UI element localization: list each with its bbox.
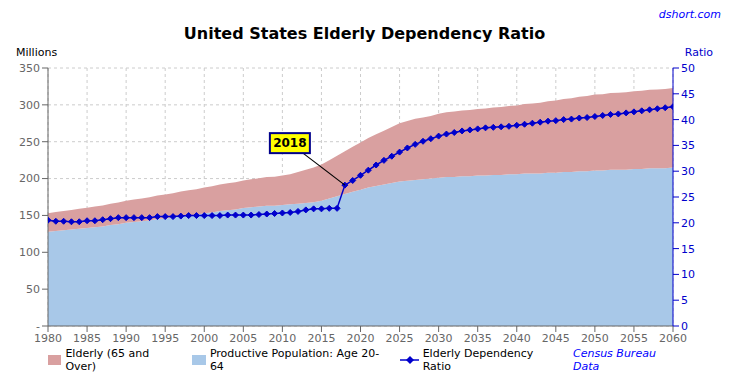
svg-text:1990: 1990 bbox=[112, 332, 140, 345]
html-text:Millions: Millions bbox=[16, 46, 58, 59]
svg-text:200: 200 bbox=[19, 172, 40, 185]
svg-text:2010: 2010 bbox=[268, 332, 296, 345]
svg-text:2055: 2055 bbox=[620, 332, 648, 345]
svg-text:2018: 2018 bbox=[273, 136, 306, 150]
svg-text:10: 10 bbox=[681, 268, 695, 281]
svg-text:250: 250 bbox=[19, 136, 40, 149]
svg-text:300: 300 bbox=[19, 99, 40, 112]
svg-text:0: 0 bbox=[681, 320, 688, 333]
svg-text:350: 350 bbox=[19, 62, 40, 75]
svg-text:40: 40 bbox=[681, 114, 695, 127]
svg-text:50: 50 bbox=[681, 62, 695, 75]
svg-text:50: 50 bbox=[26, 283, 40, 296]
svg-text:2015: 2015 bbox=[307, 332, 335, 345]
svg-text:150: 150 bbox=[19, 209, 40, 222]
svg-text:1980: 1980 bbox=[34, 332, 62, 345]
html-text:Productive Population: Age 20-: Productive Population: Age 20-64 bbox=[209, 347, 380, 373]
svg-text:1985: 1985 bbox=[73, 332, 101, 345]
html-text:Census Bureau Data: Census Bureau Data bbox=[573, 347, 656, 373]
html-text:Elderly Dependency Ratio: Elderly Dependency Ratio bbox=[422, 347, 534, 373]
svg-text:2020: 2020 bbox=[347, 332, 375, 345]
svg-text:30: 30 bbox=[681, 165, 695, 178]
html-text:Elderly (65 and Over): Elderly (65 and Over) bbox=[65, 347, 150, 373]
html-text:United States Elderly Dependen: United States Elderly Dependency Ratio bbox=[183, 24, 546, 43]
svg-text:1995: 1995 bbox=[151, 332, 179, 345]
svg-text:2000: 2000 bbox=[190, 332, 218, 345]
svg-text:5: 5 bbox=[681, 294, 688, 307]
svg-text:2035: 2035 bbox=[464, 332, 492, 345]
html-text:Ratio: Ratio bbox=[684, 46, 713, 59]
svg-text:-: - bbox=[36, 320, 40, 333]
svg-text:20: 20 bbox=[681, 217, 695, 230]
svg-text:2030: 2030 bbox=[425, 332, 453, 345]
svg-text:45: 45 bbox=[681, 88, 695, 101]
svg-text:15: 15 bbox=[681, 243, 695, 256]
svg-text:2040: 2040 bbox=[503, 332, 531, 345]
svg-text:2025: 2025 bbox=[386, 332, 414, 345]
svg-text:2005: 2005 bbox=[229, 332, 257, 345]
svg-text:100: 100 bbox=[19, 246, 40, 259]
svg-text:2060: 2060 bbox=[659, 332, 687, 345]
svg-text:2050: 2050 bbox=[581, 332, 609, 345]
svg-text:2045: 2045 bbox=[542, 332, 570, 345]
svg-text:35: 35 bbox=[681, 139, 695, 152]
svg-text:25: 25 bbox=[681, 191, 695, 204]
html-text:dshort.com: dshort.com bbox=[658, 8, 721, 21]
